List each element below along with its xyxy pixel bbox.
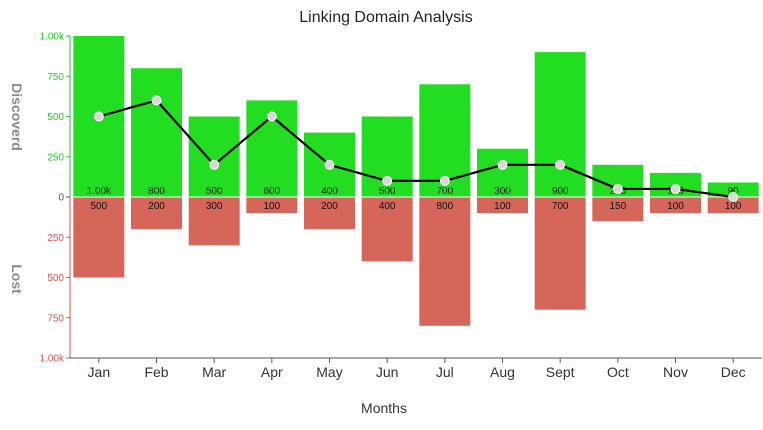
bar-lost xyxy=(361,197,413,262)
line-point xyxy=(151,95,162,106)
y-tick-label-top: 1.00k xyxy=(40,32,65,43)
bar-discovered xyxy=(188,116,240,197)
x-tick-label: Jul xyxy=(436,364,454,380)
bar-lost xyxy=(650,197,701,214)
x-tick-label: Jun xyxy=(376,364,399,380)
data-label-lost: 500 xyxy=(90,201,107,212)
data-label-discovered: 400 xyxy=(321,186,338,197)
y-axis-label-top: Discoverd xyxy=(9,83,25,151)
data-label-lost: 200 xyxy=(321,201,338,212)
y-tick-label-top: 750 xyxy=(47,72,64,83)
chart-title: Linking Domain Analysis xyxy=(299,9,472,26)
data-label-lost: 700 xyxy=(552,201,569,212)
y-axis-label-bottom: Lost xyxy=(9,264,25,294)
data-label-lost: 800 xyxy=(436,201,453,212)
y-tick-label-top: 0 xyxy=(58,193,64,204)
line-point xyxy=(324,159,335,170)
y-tick-label-top: 500 xyxy=(47,112,64,123)
bar-lost xyxy=(131,197,182,230)
line-point xyxy=(439,175,450,186)
line-point xyxy=(209,159,220,170)
data-label-lost: 150 xyxy=(609,201,626,212)
line-point xyxy=(497,159,508,170)
line-point xyxy=(382,175,393,186)
bar-lost xyxy=(707,197,759,214)
x-tick-label: Feb xyxy=(144,364,168,380)
line-series xyxy=(98,99,734,199)
x-tick-label: Apr xyxy=(261,364,283,380)
line-point xyxy=(555,159,566,170)
line-point xyxy=(266,111,277,122)
x-tick-label: Jan xyxy=(88,364,111,380)
x-tick-label: Mar xyxy=(202,364,226,380)
line-point xyxy=(93,111,104,122)
line-point xyxy=(670,183,681,194)
bar-discovered xyxy=(534,52,586,197)
data-label-discovered: 700 xyxy=(436,186,453,197)
bar-lost xyxy=(73,197,125,278)
y-tick-label-bottom: 500 xyxy=(47,273,64,284)
y-tick-label-bottom: 1.00k xyxy=(40,354,65,365)
y-tick-label-bottom: 750 xyxy=(47,313,64,324)
data-label-lost: 300 xyxy=(206,201,223,212)
data-label-discovered: 800 xyxy=(148,186,165,197)
x-tick-label: May xyxy=(316,364,342,380)
bar-lost xyxy=(592,197,644,222)
data-label-discovered: 300 xyxy=(494,186,511,197)
bar-lost xyxy=(534,197,586,310)
x-tick-label: Sept xyxy=(546,364,575,380)
bar-discovered xyxy=(707,182,759,197)
data-label-discovered: 1.00k xyxy=(87,186,112,197)
bar-lost xyxy=(419,197,471,326)
plot-area: 0 250 500 750 1.00k 250 500 750 1.00k 1.00k 500 800… xyxy=(40,32,762,380)
data-label-lost: 400 xyxy=(379,201,396,212)
x-tick-label: Dec xyxy=(721,364,746,380)
data-label-discovered: 600 xyxy=(263,186,280,197)
x-axis-label: Months xyxy=(361,400,407,416)
bar-discovered xyxy=(477,148,528,197)
x-tick-label: Nov xyxy=(663,364,688,380)
data-label-lost: 200 xyxy=(148,201,165,212)
line-point xyxy=(728,192,739,202)
data-label-discovered: 90 xyxy=(728,186,740,197)
x-tick-label: Aug xyxy=(490,364,515,380)
line-point xyxy=(612,183,623,194)
data-label-discovered: 900 xyxy=(552,186,569,197)
y-tick-label-top: 250 xyxy=(47,152,64,163)
data-label-lost: 100 xyxy=(263,201,280,212)
data-label-lost: 100 xyxy=(725,201,742,212)
y-tick-label-bottom: 250 xyxy=(47,233,64,244)
bar-lost xyxy=(304,197,355,230)
x-tick-label: Oct xyxy=(607,364,629,380)
data-label-lost: 100 xyxy=(494,201,511,212)
bar-lost xyxy=(188,197,240,246)
bar-lost xyxy=(477,197,528,214)
data-label-discovered: 500 xyxy=(379,186,396,197)
bar-discovered xyxy=(131,68,182,197)
data-label-lost: 100 xyxy=(667,201,684,212)
bar-lost xyxy=(246,197,298,214)
data-label-discovered: 500 xyxy=(206,186,223,197)
